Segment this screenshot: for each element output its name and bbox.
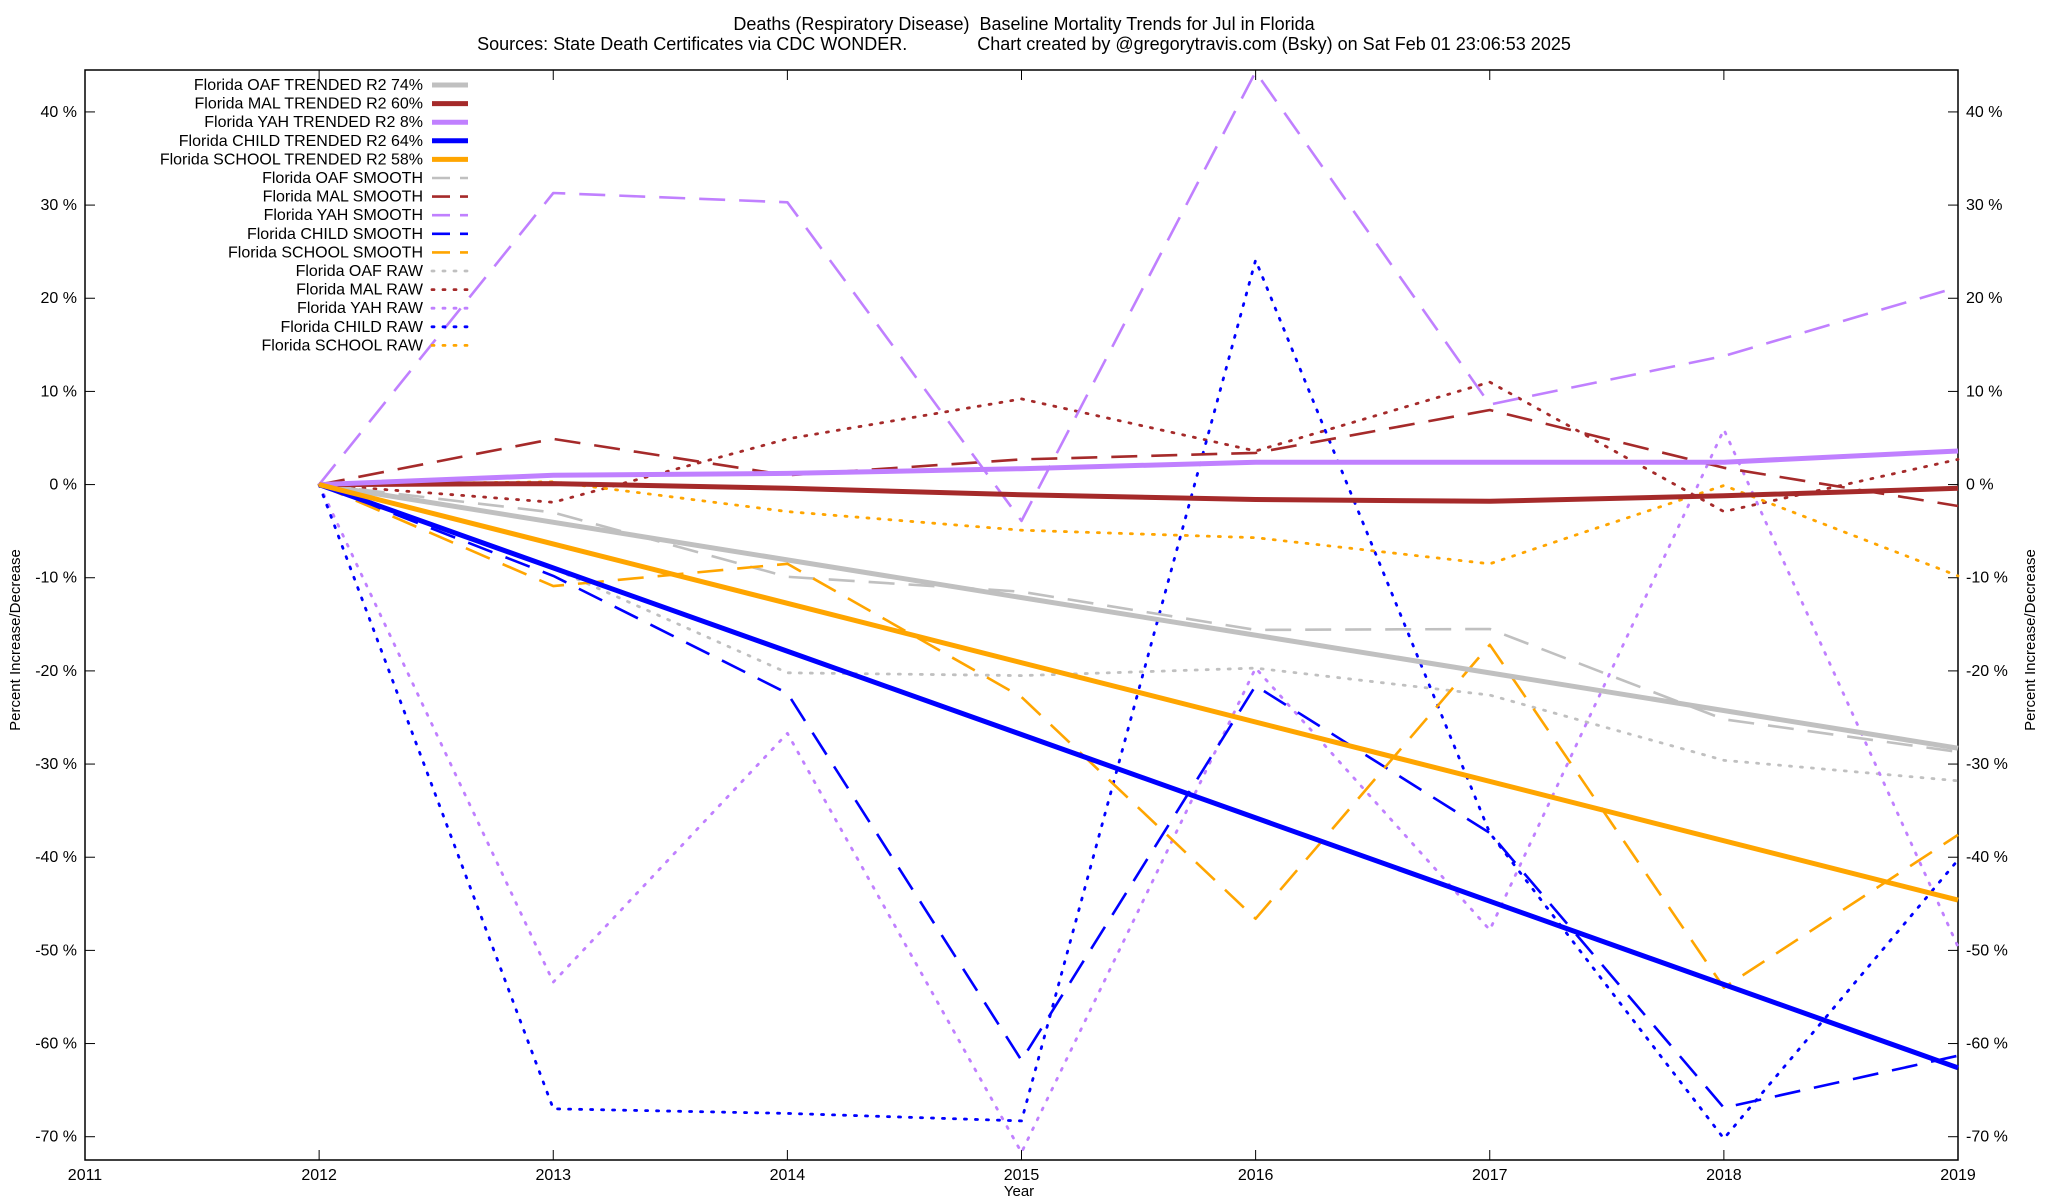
series-line-florida-child-raw: [317, 258, 1960, 1140]
y-tick-label-left: -30 %: [35, 756, 77, 773]
legend-label: Florida YAH RAW: [297, 300, 424, 317]
y-tick-label-right: -70 %: [1966, 1129, 2008, 1146]
legend-label: Florida SCHOOL SMOOTH: [228, 244, 423, 261]
y-tick-label-right: -20 %: [1966, 663, 2008, 680]
y-tick-label-left: -40 %: [35, 849, 77, 866]
x-tick-label: 2018: [1706, 1167, 1742, 1184]
y-tick-label-right: -10 %: [1966, 570, 2008, 587]
y-tick-label-right: 0 %: [1966, 477, 1994, 494]
legend-label: Florida MAL SMOOTH: [263, 189, 423, 206]
y-tick-label-right: 30 %: [1966, 197, 2002, 214]
legend-label: Florida OAF TRENDED R2 74%: [194, 77, 423, 94]
x-tick-label: 2015: [1004, 1167, 1040, 1184]
x-tick-label: 2012: [301, 1167, 337, 1184]
series-line-florida-yah-trended-r2-8: [319, 448, 1959, 488]
legend-label: Florida YAH SMOOTH: [264, 207, 423, 224]
y-tick-label-left: 10 %: [41, 383, 77, 400]
y-tick-label-right: -30 %: [1966, 756, 2008, 773]
series-line-florida-oaf-trended-r2-74: [318, 482, 1959, 751]
y-tick-label-left: -70 %: [35, 1129, 77, 1146]
legend-label: Florida CHILD SMOOTH: [247, 226, 423, 243]
y-tick-label-left: -50 %: [35, 942, 77, 959]
legend: Florida OAF TRENDED R2 74% Florida MAL TR…: [160, 77, 470, 354]
y-tick-label-right: 20 %: [1966, 290, 2002, 307]
y-tick-label-right: 10 %: [1966, 383, 2002, 400]
y2-axis-label: Percent Increase/Decrease: [2022, 549, 2039, 731]
x-tick-label: 2014: [770, 1167, 806, 1184]
series-line-florida-school-trended-r2-58: [318, 482, 1959, 903]
legend-label: Florida OAF RAW: [296, 263, 424, 280]
y-tick-label-left: -10 %: [35, 570, 77, 587]
series-lines: [317, 70, 1960, 1154]
y-tick-label-left: 30 %: [41, 197, 77, 214]
series-line-florida-child-smooth: [318, 483, 1959, 1110]
series-line-florida-yah-smooth: [318, 70, 1959, 523]
y-tick-label-right: -50 %: [1966, 942, 2008, 959]
series-line-florida-child-trended-r2-64: [318, 482, 1959, 1071]
y-tick-label-right: -40 %: [1966, 849, 2008, 866]
x-tick-label: 2013: [535, 1167, 571, 1184]
chart-subtitle: Sources: State Death Certificates via CD…: [477, 34, 1571, 54]
series-line-florida-mal-raw: [317, 380, 1960, 514]
series-line-florida-mal-smooth: [318, 408, 1959, 508]
x-tick-label: 2011: [68, 1167, 103, 1184]
y-tick-label-right: -60 %: [1966, 1036, 2008, 1053]
y-tick-label-left: -60 %: [35, 1036, 77, 1053]
y-tick-label-right: 40 %: [1966, 104, 2002, 121]
series-line-florida-oaf-raw: [317, 483, 1960, 783]
x-axis-label: Year: [1004, 1183, 1034, 1200]
series-line-florida-yah-raw: [317, 428, 1960, 1154]
legend-label: Florida MAL RAW: [296, 282, 424, 299]
y-tick-label-left: -20 %: [35, 663, 77, 680]
axis-ticks: 2011 2012 2013 2014 2015 2016 2017 2018 2019 40 %…: [35, 70, 2008, 1184]
series-line-florida-mal-trended-r2-60: [319, 481, 1959, 504]
x-tick-label: 2016: [1238, 1167, 1274, 1184]
legend-label: Florida OAF SMOOTH: [262, 170, 423, 187]
legend-label: Florida SCHOOL RAW: [261, 337, 423, 354]
y-tick-label-left: 40 %: [41, 104, 77, 121]
legend-label: Florida YAH TRENDED R2 8%: [204, 114, 423, 131]
y-tick-label-left: 0 %: [49, 477, 77, 494]
x-tick-label: 2019: [1940, 1167, 1976, 1184]
legend-label: Florida SCHOOL TRENDED R2 58%: [160, 151, 423, 168]
legend-label: Florida CHILD RAW: [280, 319, 423, 336]
legend-label: Florida CHILD TRENDED R2 64%: [179, 133, 423, 150]
chart-title: Deaths (Respiratory Disease) Baseline Mo…: [733, 14, 1315, 34]
legend-label: Florida MAL TRENDED R2 60%: [194, 96, 423, 113]
y-tick-label-left: 20 %: [41, 290, 77, 307]
y-axis-label: Percent Increase/Decrease: [7, 549, 24, 731]
x-tick-label: 2017: [1472, 1167, 1508, 1184]
